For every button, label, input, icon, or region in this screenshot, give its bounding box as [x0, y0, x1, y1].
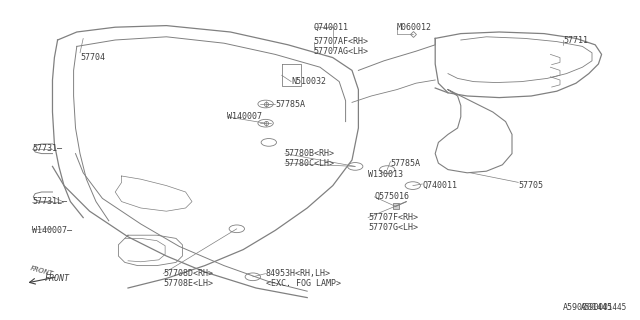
- Text: 57785A: 57785A: [390, 159, 420, 168]
- Text: 57707F<RH>: 57707F<RH>: [368, 213, 418, 222]
- Text: 84953H<RH,LH>: 84953H<RH,LH>: [266, 269, 331, 278]
- Text: W140007—: W140007—: [32, 226, 72, 235]
- Text: 57707AF<RH>: 57707AF<RH>: [314, 37, 369, 46]
- Text: 57711: 57711: [563, 36, 588, 44]
- Text: Q740011: Q740011: [422, 181, 458, 190]
- Text: <EXC. FOG LAMP>: <EXC. FOG LAMP>: [266, 279, 340, 288]
- Text: W130013: W130013: [368, 170, 403, 179]
- Text: A590001445: A590001445: [563, 303, 613, 312]
- Text: 57704: 57704: [80, 53, 105, 62]
- Text: 57708D<RH>: 57708D<RH>: [163, 269, 213, 278]
- Text: 57731L—: 57731L—: [32, 197, 67, 206]
- Text: 57785A: 57785A: [275, 100, 305, 108]
- Text: W140007: W140007: [227, 112, 262, 121]
- Text: 57780B<RH>: 57780B<RH>: [285, 149, 335, 158]
- Text: A590001445: A590001445: [581, 303, 627, 312]
- Text: 57705: 57705: [518, 181, 543, 190]
- Text: 57780C<LH>: 57780C<LH>: [285, 159, 335, 168]
- Text: Q740011: Q740011: [314, 23, 349, 32]
- Text: 57708E<LH>: 57708E<LH>: [163, 279, 213, 288]
- Text: FRONT: FRONT: [29, 265, 54, 277]
- Text: 57707AG<LH>: 57707AG<LH>: [314, 47, 369, 56]
- Text: N510032: N510032: [291, 77, 326, 86]
- Text: 57707G<LH>: 57707G<LH>: [368, 223, 418, 232]
- Text: M060012: M060012: [397, 23, 432, 32]
- Text: 57731—: 57731—: [32, 144, 62, 153]
- Text: Q575016: Q575016: [374, 192, 410, 201]
- Text: FRONT: FRONT: [45, 274, 70, 283]
